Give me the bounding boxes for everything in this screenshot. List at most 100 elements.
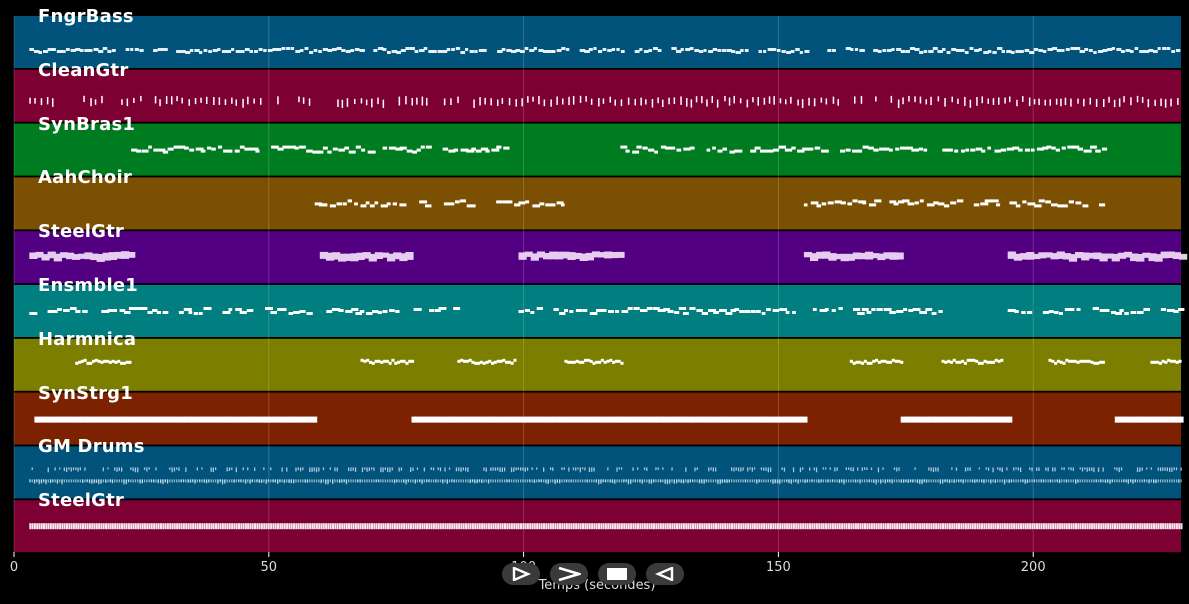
- note: [235, 308, 242, 311]
- note: [171, 523, 174, 530]
- note: [234, 149, 240, 153]
- fast-forward-button[interactable]: [550, 563, 588, 585]
- note: [448, 416, 453, 423]
- note: [582, 309, 588, 312]
- note: [406, 149, 413, 153]
- note: [1061, 479, 1063, 483]
- note: [928, 416, 933, 423]
- note: [572, 479, 575, 483]
- note: [506, 416, 511, 423]
- note: [432, 50, 437, 53]
- note: [565, 523, 568, 530]
- note: [526, 523, 529, 530]
- note: [591, 251, 601, 258]
- note: [598, 252, 607, 258]
- note: [56, 479, 59, 483]
- note: [897, 99, 900, 108]
- note: [567, 416, 572, 423]
- note: [1062, 361, 1066, 365]
- note: [255, 149, 260, 153]
- track-band: [14, 69, 1181, 122]
- note: [955, 416, 961, 423]
- note: [935, 467, 937, 472]
- note: [889, 252, 898, 260]
- note: [1123, 416, 1129, 423]
- note: [256, 479, 258, 483]
- note: [538, 523, 541, 530]
- note: [132, 416, 137, 423]
- note: [643, 50, 649, 53]
- note: [413, 308, 422, 311]
- note: [813, 479, 815, 483]
- note: [497, 99, 499, 106]
- note: [731, 479, 733, 483]
- note: [332, 523, 334, 530]
- note: [265, 479, 267, 483]
- note: [733, 467, 735, 472]
- note: [860, 95, 863, 104]
- note: [66, 523, 68, 530]
- note: [98, 416, 104, 423]
- note: [564, 359, 568, 363]
- note: [532, 204, 541, 208]
- note: [1052, 523, 1055, 530]
- note: [1177, 98, 1179, 105]
- note: [846, 253, 855, 261]
- stop-button[interactable]: [598, 563, 636, 585]
- note: [182, 479, 185, 483]
- note: [802, 479, 804, 483]
- track-label: Ensmble1: [38, 275, 138, 296]
- note: [689, 416, 695, 423]
- note: [627, 523, 630, 530]
- note: [903, 479, 905, 483]
- note: [215, 479, 217, 483]
- note: [374, 201, 379, 205]
- note: [799, 467, 802, 473]
- note: [536, 479, 538, 483]
- note: [858, 252, 868, 260]
- note: [786, 479, 788, 483]
- note: [79, 49, 84, 52]
- note: [711, 95, 713, 103]
- note: [331, 308, 340, 311]
- note: [715, 467, 717, 472]
- note: [590, 98, 593, 105]
- rewind-button[interactable]: [646, 563, 684, 585]
- note: [680, 523, 683, 530]
- note: [758, 50, 762, 53]
- note: [393, 252, 402, 260]
- note: [665, 146, 672, 150]
- note: [595, 479, 597, 483]
- note: [1004, 97, 1006, 104]
- note: [491, 361, 495, 365]
- note: [829, 479, 831, 483]
- note: [690, 99, 693, 108]
- note: [641, 523, 644, 530]
- note: [586, 479, 588, 483]
- note: [918, 147, 923, 151]
- note: [116, 416, 122, 423]
- note: [1111, 311, 1117, 314]
- note: [40, 98, 43, 106]
- note: [1097, 523, 1100, 530]
- note: [286, 479, 288, 483]
- note: [387, 253, 396, 262]
- note: [1130, 479, 1132, 483]
- note: [309, 467, 311, 472]
- note: [86, 523, 89, 530]
- note: [180, 479, 182, 483]
- note: [295, 50, 301, 53]
- note: [1093, 252, 1102, 260]
- note: [621, 310, 629, 313]
- play-button[interactable]: [502, 563, 540, 585]
- note: [744, 523, 747, 530]
- note: [676, 479, 678, 483]
- note: [382, 523, 385, 530]
- note: [726, 479, 728, 483]
- note: [1006, 523, 1009, 530]
- note: [157, 48, 163, 51]
- note: [1118, 467, 1120, 473]
- note: [952, 416, 958, 423]
- note: [467, 523, 470, 530]
- note: [1079, 467, 1081, 470]
